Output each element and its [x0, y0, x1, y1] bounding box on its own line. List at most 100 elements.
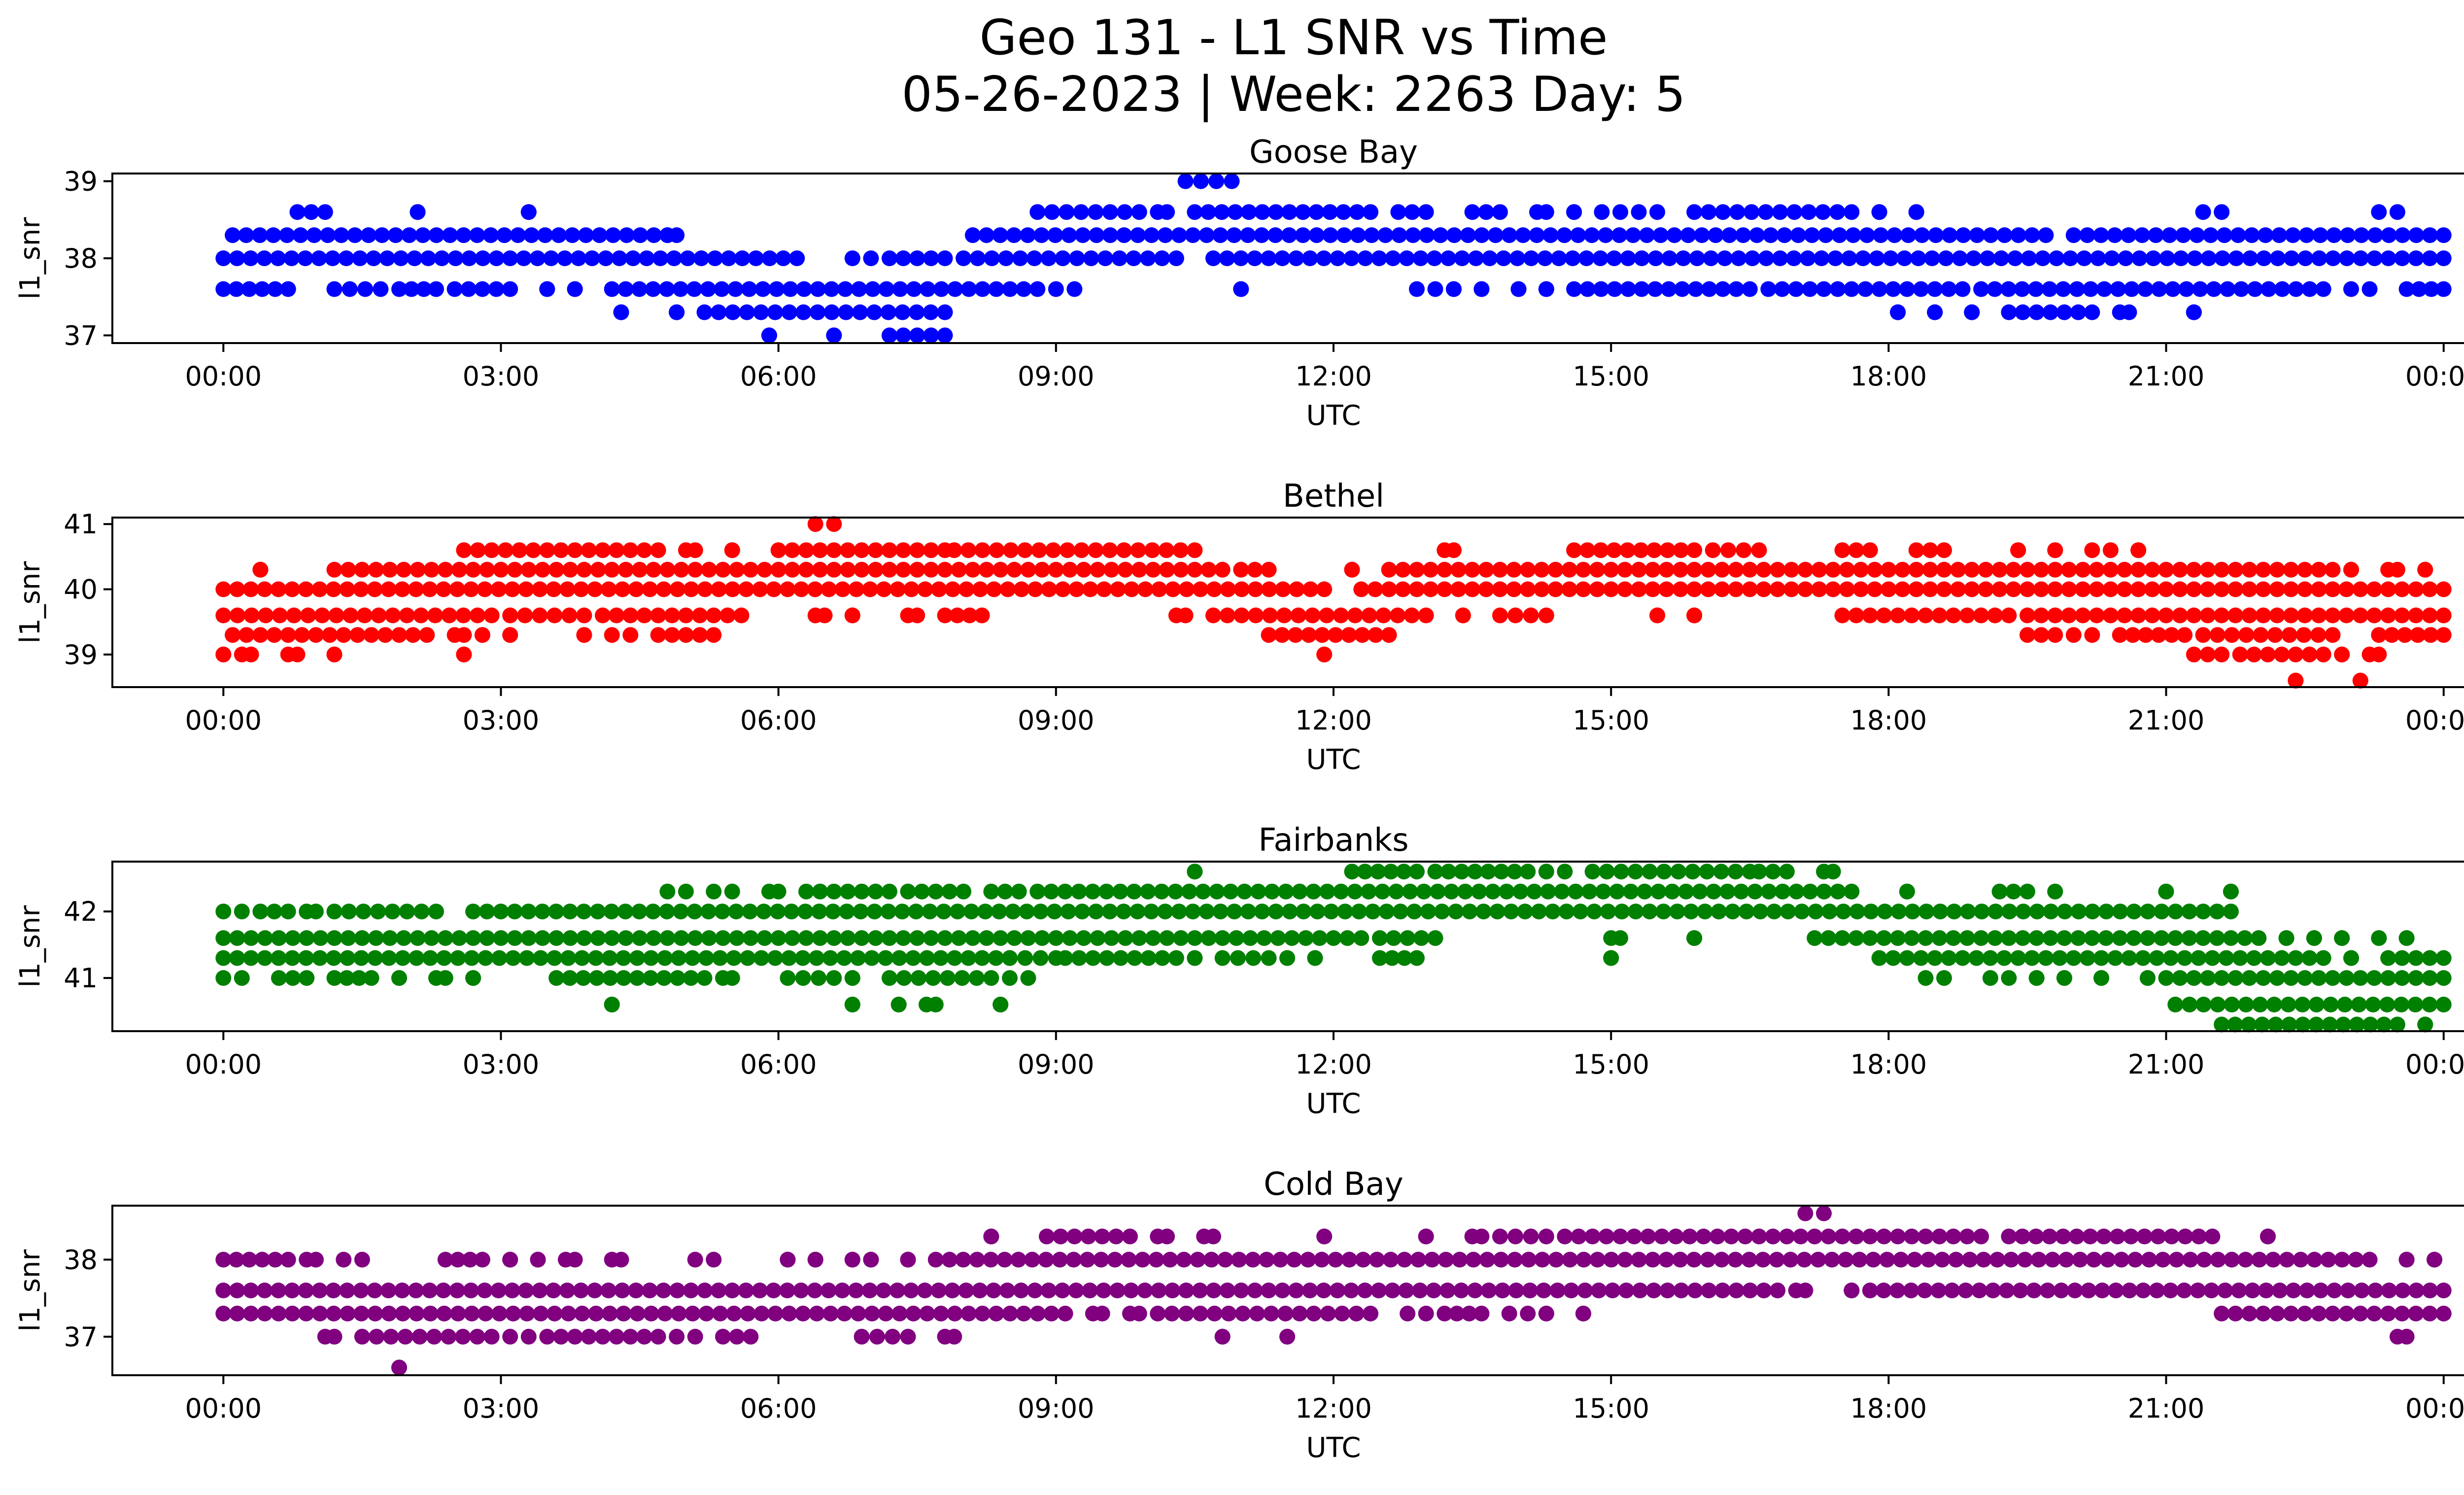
data-point [1708, 227, 1724, 243]
data-point [1116, 542, 1132, 558]
data-point [1723, 1228, 1740, 1245]
data-point [1159, 204, 1175, 220]
data-point [992, 930, 1009, 946]
data-point [1908, 542, 1924, 558]
data-point [1052, 1252, 1068, 1268]
data-point [1816, 1205, 1832, 1221]
data-point [2084, 627, 2100, 643]
data-point [2435, 970, 2452, 986]
data-point [1913, 281, 1929, 297]
data-point [1131, 930, 1147, 946]
data-point [2325, 561, 2341, 578]
data-point [2338, 607, 2355, 624]
data-point [1920, 1252, 1937, 1268]
data-point [477, 581, 493, 597]
data-point [1998, 1283, 2015, 1298]
data-point [825, 904, 841, 920]
data-point [1774, 281, 1790, 297]
data-point [1367, 581, 1383, 597]
data-point [2021, 250, 2037, 266]
data-point [1117, 930, 1133, 946]
data-point [923, 542, 939, 558]
data-point [2296, 627, 2312, 643]
data-point [2121, 950, 2137, 966]
data-point [254, 281, 271, 297]
data-point [1103, 561, 1120, 578]
data-point [520, 930, 537, 946]
data-point [1412, 1283, 1428, 1298]
data-point [1403, 607, 1420, 624]
data-point [257, 950, 273, 966]
data-point [2371, 646, 2387, 662]
data-point [937, 607, 953, 624]
data-point [1233, 250, 1249, 266]
data-point [2274, 950, 2290, 966]
data-point [477, 1283, 493, 1298]
data-point [1261, 1283, 1277, 1298]
data-point [821, 1283, 837, 1298]
data-point [1751, 864, 1767, 880]
data-point [1692, 883, 1708, 900]
data-point [1862, 607, 1878, 624]
data-point [739, 304, 755, 320]
data-point [2408, 970, 2424, 986]
data-point [2311, 1305, 2327, 1321]
data-point [1577, 1283, 1593, 1298]
data-point [1904, 1228, 1920, 1245]
data-point [2214, 250, 2230, 266]
data-point [2035, 250, 2051, 266]
data-point [650, 1328, 666, 1345]
x-tick-label: 03:00 [463, 1049, 540, 1080]
data-point [2024, 227, 2040, 243]
data-point [2253, 627, 2269, 643]
data-point [534, 561, 550, 578]
data-point [1439, 1283, 1456, 1298]
data-point [1907, 1252, 1923, 1268]
data-point [1589, 1252, 1606, 1268]
data-point [2398, 1252, 2415, 1268]
data-point [1185, 227, 1201, 243]
data-point [2031, 1252, 2047, 1268]
data-point [1538, 864, 1554, 880]
data-point [1703, 250, 1719, 266]
data-point [2299, 1283, 2315, 1298]
data-point [844, 997, 860, 1012]
data-point [1885, 950, 1901, 966]
data-point [578, 227, 594, 243]
data-point [1388, 883, 1404, 900]
data-point [793, 1283, 809, 1298]
data-point [368, 930, 384, 946]
data-point [840, 883, 856, 900]
data-point [1381, 561, 1397, 578]
data-point [1824, 1252, 1840, 1268]
data-point [701, 930, 717, 946]
data-point [271, 930, 287, 946]
data-point [692, 627, 708, 643]
data-point [215, 1252, 232, 1268]
data-point [493, 904, 509, 920]
data-point [2216, 227, 2232, 243]
data-point [2200, 581, 2216, 597]
data-point [380, 1283, 397, 1298]
data-point [1214, 930, 1231, 946]
data-point [1922, 542, 1938, 558]
data-point [1319, 607, 1335, 624]
data-point [1276, 607, 1292, 624]
data-point [1982, 950, 1998, 966]
data-point [724, 581, 741, 597]
data-point [923, 304, 939, 320]
data-point [1224, 173, 1240, 189]
data-point [1578, 250, 1595, 266]
data-point [698, 950, 715, 966]
data-point [844, 970, 860, 986]
data-point [228, 1252, 244, 1268]
data-point [1400, 930, 1416, 946]
data-point [1305, 883, 1322, 900]
data-point [1487, 227, 1504, 243]
data-point [2112, 904, 2128, 920]
data-point [807, 1252, 823, 1268]
data-point [604, 904, 619, 920]
data-point [469, 1328, 485, 1345]
data-point [1485, 883, 1501, 900]
data-point [1534, 561, 1550, 578]
